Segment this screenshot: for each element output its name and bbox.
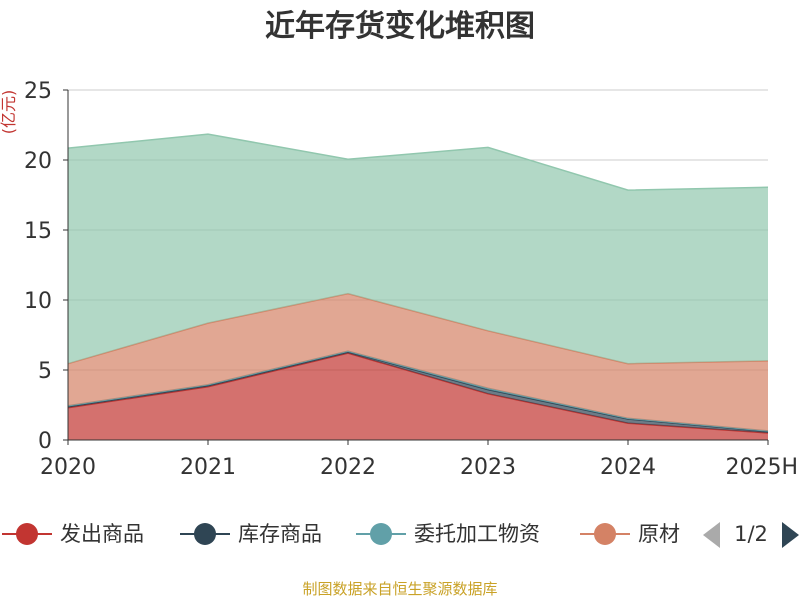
y-tick-label: 5 [38, 359, 52, 384]
x-tick-label: 2025H [725, 455, 798, 480]
x-tick-label: 2023 [460, 455, 516, 480]
x-tick-label: 2020 [40, 455, 96, 480]
y-tick-label: 0 [38, 429, 52, 454]
legend-label: 发出商品 [60, 522, 144, 546]
y-tick-label: 20 [24, 149, 52, 174]
legend-marker [370, 523, 392, 545]
legend-label: 委托加工物资 [414, 522, 540, 546]
area-series-other [68, 134, 768, 364]
legend-next-page-icon[interactable] [782, 522, 799, 548]
legend-item[interactable]: 原材 [580, 522, 680, 546]
legend-item[interactable]: 库存商品 [180, 522, 322, 546]
legend-marker [194, 523, 216, 545]
area-series-发出商品 [68, 353, 768, 440]
legend-item[interactable]: 委托加工物资 [356, 522, 540, 546]
y-tick-label: 10 [24, 289, 52, 314]
area-series-原材料 [68, 293, 768, 431]
y-tick-label: 15 [24, 219, 52, 244]
legend-marker [16, 523, 38, 545]
legend-prev-page-icon[interactable] [703, 522, 720, 548]
x-tick-label: 2022 [320, 455, 376, 480]
legend-label: 原材 [638, 522, 680, 546]
y-axis-unit-label: (亿元) [0, 90, 18, 135]
chart-title: 近年存货变化堆积图 [265, 9, 535, 44]
series-line [67, 133, 769, 191]
legend-label: 库存商品 [238, 522, 322, 546]
x-tick-label: 2021 [180, 455, 236, 480]
legend-item[interactable]: 发出商品 [2, 522, 144, 546]
y-tick-label: 25 [24, 79, 52, 104]
data-source-footer: 制图数据来自恒生聚源数据库 [302, 580, 498, 598]
legend-page-indicator: 1/2 [734, 522, 768, 546]
area-series-库存商品 [68, 351, 768, 433]
legend-marker [594, 523, 616, 545]
x-tick-label: 2024 [600, 455, 656, 480]
